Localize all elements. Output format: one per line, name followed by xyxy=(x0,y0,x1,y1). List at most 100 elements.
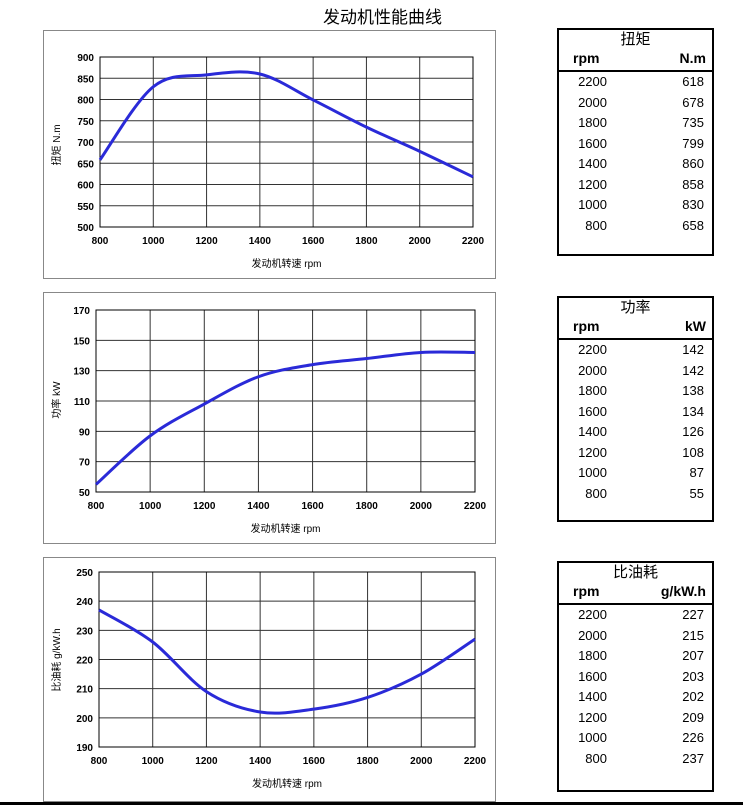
table-row: 800 237 xyxy=(559,749,712,770)
table-title: 功率 xyxy=(620,299,651,316)
table-row: 1400 860 xyxy=(559,154,712,175)
cell-value: 207 xyxy=(682,648,704,663)
cell-rpm: 800 xyxy=(585,217,607,233)
cell-rpm: 2200 xyxy=(578,74,607,89)
x-tick-label: 1400 xyxy=(249,756,272,767)
plot-area xyxy=(99,56,474,228)
x-tick-label: 1600 xyxy=(301,501,324,512)
y-tick-label: 70 xyxy=(79,458,91,469)
cell-rpm: 2200 xyxy=(578,607,607,622)
y-tick-label: 230 xyxy=(76,626,93,637)
x-tick-label: 1400 xyxy=(247,501,270,512)
cell-rpm: 1800 xyxy=(578,115,607,130)
y-tick-label: 800 xyxy=(77,96,94,107)
cell-rpm: 1800 xyxy=(578,648,607,663)
cell-rpm: 800 xyxy=(585,485,607,501)
cell-value: 658 xyxy=(682,217,704,233)
y-tick-label: 600 xyxy=(77,181,94,192)
cell-value: 126 xyxy=(682,424,704,439)
x-tick-label: 2000 xyxy=(410,501,433,512)
y-tick-label: 250 xyxy=(76,568,93,579)
cell-value: 860 xyxy=(682,156,704,171)
x-tick-label: 800 xyxy=(92,236,109,247)
y-tick-label: 650 xyxy=(77,159,94,170)
x-tick-label: 1600 xyxy=(303,756,326,767)
cell-rpm: 2000 xyxy=(578,94,607,110)
cell-value: 799 xyxy=(682,135,704,151)
fuel-chart-frame xyxy=(43,557,496,802)
x-tick-label: 1400 xyxy=(249,236,272,247)
y-axis-label: 比油耗 g/kW.h xyxy=(50,628,63,691)
chart-2: 190 200 210 220 230 240 250 800 1000 1200 1400 1600… xyxy=(50,568,487,790)
table-row: 1600 799 xyxy=(559,134,712,155)
page-title: 发动机性能曲线 xyxy=(323,8,442,27)
y-axis-label: 扭矩 N.m xyxy=(50,124,63,165)
cell-rpm: 1200 xyxy=(578,444,607,460)
x-tick-label: 1200 xyxy=(195,236,218,247)
x-tick-label: 2200 xyxy=(462,236,485,247)
table-row: 2200 142 xyxy=(559,340,712,361)
y-tick-label: 750 xyxy=(77,117,94,128)
cell-rpm: 1600 xyxy=(578,403,607,419)
table-row: 2200 618 xyxy=(559,72,712,93)
cell-rpm: 1400 xyxy=(578,156,607,171)
x-tick-label: 2200 xyxy=(464,756,487,767)
cell-value: 142 xyxy=(682,342,704,357)
cell-rpm: 2000 xyxy=(578,627,607,643)
table-row: 1600 134 xyxy=(559,402,712,423)
series-line xyxy=(98,70,474,179)
cell-value: 678 xyxy=(682,94,704,110)
cell-value: 209 xyxy=(682,709,704,725)
cell-value: 858 xyxy=(682,176,704,192)
table-row: 1000 830 xyxy=(559,195,712,216)
cell-rpm: 1200 xyxy=(578,709,607,725)
y-tick-label: 130 xyxy=(73,367,90,378)
x-tick-label: 2200 xyxy=(464,501,487,512)
cell-value: 134 xyxy=(682,403,704,419)
cell-rpm: 1000 xyxy=(578,197,607,212)
table-title: 扭矩 xyxy=(620,31,651,48)
cell-rpm: 1800 xyxy=(578,383,607,398)
table-row: 2200 227 xyxy=(559,605,712,626)
x-tick-label: 1000 xyxy=(142,236,165,247)
table-row: 1400 126 xyxy=(559,422,712,443)
cell-rpm: 2200 xyxy=(578,342,607,357)
y-tick-label: 200 xyxy=(76,714,93,725)
cell-value: 618 xyxy=(682,74,704,89)
table-row: 1200 209 xyxy=(559,708,712,729)
cell-rpm: 1000 xyxy=(578,730,607,745)
plot-area xyxy=(98,571,476,748)
cell-value: 226 xyxy=(682,730,704,745)
table-row: 1400 202 xyxy=(559,687,712,708)
cell-rpm: 1600 xyxy=(578,135,607,151)
x-tick-label: 1800 xyxy=(356,756,379,767)
x-tick-label: 1000 xyxy=(142,756,165,767)
y-tick-label: 500 xyxy=(77,223,94,234)
fuel-table: 比油耗 rpm g/kW.h 2200 227 2000 215 1800 207 1600 2… xyxy=(557,561,714,792)
y-tick-label: 90 xyxy=(79,427,91,438)
x-tick-label: 2000 xyxy=(410,756,433,767)
table-row: 1200 858 xyxy=(559,175,712,196)
cell-rpm: 1000 xyxy=(578,465,607,480)
cell-value: 830 xyxy=(682,197,704,212)
cell-value: 202 xyxy=(682,689,704,704)
table-row: 2000 678 xyxy=(559,93,712,114)
y-tick-label: 150 xyxy=(73,336,90,347)
col-rpm: rpm xyxy=(573,318,600,334)
col-rpm: rpm xyxy=(573,583,600,599)
y-tick-label: 110 xyxy=(74,397,91,408)
x-axis-label: 发动机转速 rpm xyxy=(251,522,321,535)
y-tick-label: 550 xyxy=(77,202,94,213)
table-header: rpm N.m xyxy=(559,50,712,72)
table-header: rpm g/kW.h xyxy=(559,583,712,605)
cell-value: 138 xyxy=(682,383,704,398)
y-tick-label: 190 xyxy=(76,743,93,754)
x-tick-label: 800 xyxy=(91,756,108,767)
x-tick-label: 1200 xyxy=(195,756,218,767)
table-row: 1800 138 xyxy=(559,381,712,402)
chart-1: 50 70 90 110 130 150 170 800 1000 1200 1400 1600 180… xyxy=(50,306,487,535)
y-tick-label: 850 xyxy=(77,74,94,85)
cell-value: 87 xyxy=(689,465,704,480)
col-rpm: rpm xyxy=(573,50,600,66)
chart-0: 500 550 600 650 700 750 800 850 900 800 1000 1200 14… xyxy=(50,53,485,270)
